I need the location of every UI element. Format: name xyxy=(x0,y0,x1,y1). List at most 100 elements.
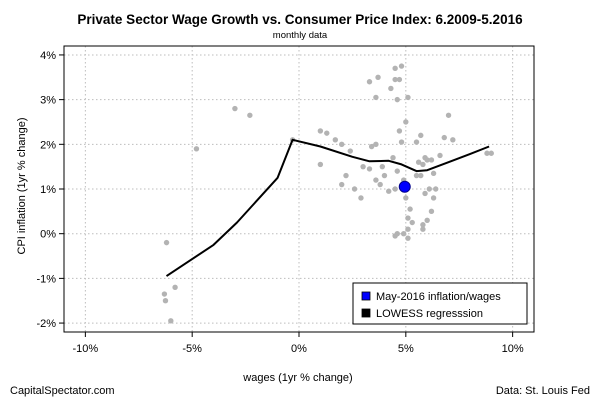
x-tick-label: -10% xyxy=(73,343,99,355)
data-point xyxy=(379,163,386,170)
data-point xyxy=(437,152,443,159)
data-point xyxy=(381,172,388,179)
data-point xyxy=(366,79,373,85)
legend-swatch-lowess xyxy=(361,308,371,318)
data-point xyxy=(433,186,439,192)
data-point xyxy=(400,230,407,237)
x-axis-title: wages (1yr % change) xyxy=(242,372,352,384)
legend-label-may-2016: May-2016 inflation/wages xyxy=(376,291,501,303)
data-point xyxy=(418,172,424,179)
data-point xyxy=(163,239,170,246)
scatter-points xyxy=(161,63,494,324)
data-point xyxy=(375,74,381,80)
data-point xyxy=(392,76,398,83)
data-point xyxy=(366,166,373,172)
data-point xyxy=(409,219,415,226)
data-point xyxy=(172,284,178,291)
data-point xyxy=(398,63,405,69)
data-point xyxy=(358,195,364,201)
lowess-line-group xyxy=(165,138,490,277)
data-point xyxy=(392,186,398,192)
footer-data-source: Data: St. Louis Fed xyxy=(496,385,590,397)
lowess-regression-line xyxy=(165,138,490,277)
data-point xyxy=(392,233,398,239)
data-point xyxy=(441,134,447,141)
data-point xyxy=(373,94,379,101)
data-point xyxy=(428,157,435,163)
y-tick-label: 0% xyxy=(40,229,56,241)
y-tick-label: 2% xyxy=(40,139,56,151)
data-point xyxy=(394,168,400,174)
data-point xyxy=(347,148,353,154)
data-point xyxy=(396,128,403,134)
data-point xyxy=(484,150,490,156)
data-point xyxy=(390,155,396,161)
data-point xyxy=(445,112,452,118)
data-point xyxy=(368,143,375,150)
data-point xyxy=(386,188,392,194)
y-tick-label: 1% xyxy=(40,184,56,196)
y-tick-label: 4% xyxy=(40,50,56,62)
legend-swatch-may-2016 xyxy=(361,291,371,301)
data-point xyxy=(161,291,168,297)
data-point xyxy=(430,170,437,177)
highlight-point-group xyxy=(398,180,411,193)
data-point xyxy=(403,119,409,125)
data-point xyxy=(162,298,169,304)
data-point xyxy=(392,65,398,72)
data-point xyxy=(424,217,430,223)
y-tick-label: -1% xyxy=(36,273,56,285)
data-point xyxy=(422,190,428,197)
data-point xyxy=(403,195,409,201)
data-point xyxy=(343,172,349,179)
data-point xyxy=(168,318,174,324)
data-point xyxy=(232,105,238,112)
data-point xyxy=(339,181,345,188)
data-point xyxy=(388,85,394,92)
data-point xyxy=(324,130,330,136)
x-tick-label: 0% xyxy=(291,343,307,355)
x-axis: -10% -5% 0% 5% 10% xyxy=(73,332,524,355)
data-point xyxy=(332,137,339,143)
data-point xyxy=(193,146,200,152)
chart-subtitle: monthly data xyxy=(273,30,328,41)
legend-box xyxy=(352,282,528,325)
data-point xyxy=(424,157,430,163)
data-point xyxy=(405,235,411,241)
x-tick-label: 5% xyxy=(398,343,414,355)
may-2016-point xyxy=(398,180,411,193)
chart-title: Private Sector Wage Growth vs. Consumer … xyxy=(77,12,523,27)
data-point xyxy=(407,206,413,212)
data-point xyxy=(317,161,324,168)
legend-label-lowess: LOWESS regresssion xyxy=(376,308,483,320)
data-point xyxy=(426,186,433,192)
x-tick-label: -5% xyxy=(182,343,202,355)
data-point xyxy=(405,226,411,232)
data-point xyxy=(396,76,403,83)
data-point xyxy=(428,208,435,215)
data-point xyxy=(430,195,437,201)
data-point xyxy=(415,159,422,165)
y-axis: -2% -1% 0% 1% 2% 3% 4% xyxy=(36,50,64,330)
footer-source-site: CapitalSpectator.com xyxy=(10,385,115,397)
data-point xyxy=(394,96,400,103)
data-point xyxy=(418,132,424,139)
data-point xyxy=(405,215,411,221)
x-tick-label: 10% xyxy=(502,343,524,355)
data-point xyxy=(420,222,426,228)
data-point xyxy=(413,172,420,179)
data-point xyxy=(373,177,379,183)
data-point xyxy=(247,112,253,118)
data-point xyxy=(351,186,358,192)
y-axis-title: CPI inflation (1yr % change) xyxy=(16,118,28,255)
data-point xyxy=(488,150,494,156)
data-point xyxy=(413,139,420,145)
plot-frame xyxy=(63,45,535,333)
y-tick-label: -2% xyxy=(36,318,56,330)
data-point xyxy=(450,137,456,143)
data-point xyxy=(317,128,324,134)
data-point xyxy=(420,161,426,168)
data-point xyxy=(420,226,426,232)
legend: May-2016 inflation/wages LOWESS regresss… xyxy=(352,282,528,325)
